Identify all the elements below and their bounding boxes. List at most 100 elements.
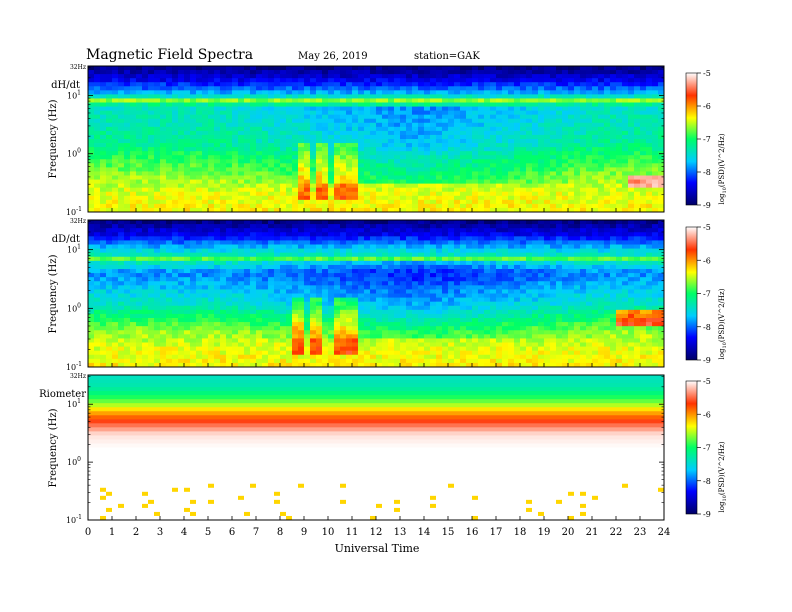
heatmap-cell bbox=[388, 175, 395, 180]
heatmap-cell bbox=[652, 78, 659, 83]
heatmap-cell bbox=[616, 179, 623, 185]
heatmap-cell bbox=[112, 70, 119, 75]
heatmap-cell bbox=[238, 236, 245, 241]
heatmap-cell bbox=[184, 309, 191, 315]
heatmap-cell bbox=[274, 277, 281, 282]
heatmap-cell bbox=[508, 151, 515, 156]
heatmap-cell bbox=[94, 70, 101, 75]
heatmap-cell bbox=[454, 183, 461, 189]
heatmap-cell bbox=[106, 134, 113, 140]
heatmap-cell bbox=[286, 228, 293, 233]
heatmap-cell bbox=[490, 98, 497, 103]
heatmap-cell bbox=[394, 195, 401, 201]
heatmap-cell bbox=[292, 293, 299, 298]
heatmap-cell bbox=[328, 110, 335, 116]
heatmap-cell bbox=[478, 195, 485, 201]
heatmap-cell bbox=[166, 248, 173, 254]
heatmap-cell bbox=[562, 134, 569, 140]
heatmap-cell bbox=[556, 74, 563, 79]
heatmap-cell bbox=[610, 179, 617, 185]
heatmap-cell bbox=[238, 114, 245, 120]
heatmap-cell bbox=[238, 90, 245, 95]
heatmap-cell bbox=[610, 70, 617, 75]
heatmap-cell bbox=[646, 139, 653, 144]
heatmap-cell bbox=[298, 248, 305, 254]
heatmap-cell bbox=[220, 191, 227, 197]
heatmap-cell bbox=[298, 114, 305, 120]
heatmap-cell bbox=[364, 159, 371, 164]
heatmap-cell bbox=[340, 94, 347, 99]
heatmap-cell bbox=[454, 191, 461, 197]
heatmap-cell bbox=[406, 187, 413, 193]
heatmap-cell bbox=[580, 199, 587, 205]
heatmap-cell bbox=[334, 130, 341, 136]
heatmap-cell bbox=[196, 143, 203, 148]
heatmap-cell bbox=[184, 130, 191, 136]
heatmap-cell bbox=[172, 102, 179, 107]
heatmap-cell bbox=[124, 171, 131, 176]
heatmap-cell bbox=[364, 195, 371, 201]
heatmap-cell bbox=[424, 90, 431, 95]
heatmap-cell bbox=[322, 326, 329, 331]
heatmap-cell bbox=[226, 313, 233, 319]
heatmap-cell bbox=[490, 66, 497, 71]
heatmap-cell bbox=[382, 207, 389, 213]
heatmap-cell bbox=[604, 94, 611, 99]
heatmap-cell bbox=[370, 183, 377, 189]
heatmap-cell bbox=[628, 143, 635, 148]
heatmap-cell bbox=[118, 305, 125, 311]
heatmap-cell bbox=[592, 203, 599, 209]
heatmap-cell bbox=[190, 281, 197, 286]
heatmap-cell bbox=[268, 183, 275, 189]
heatmap-cell bbox=[178, 240, 185, 245]
heatmap-cell bbox=[640, 199, 647, 205]
heatmap-cell bbox=[370, 86, 377, 91]
heatmap-cell bbox=[496, 171, 503, 176]
heatmap-cell bbox=[226, 199, 233, 205]
heatmap-cell bbox=[586, 78, 593, 83]
heatmap-cell bbox=[388, 151, 395, 156]
heatmap-cell bbox=[310, 139, 317, 144]
heatmap-cell bbox=[292, 78, 299, 83]
heatmap-cell bbox=[100, 293, 107, 298]
heatmap-cell bbox=[622, 98, 629, 103]
heatmap-cell bbox=[94, 313, 101, 319]
heatmap-cell bbox=[328, 114, 335, 120]
heatmap-cell bbox=[232, 313, 239, 319]
heatmap-cell bbox=[532, 122, 539, 128]
heatmap-cell bbox=[574, 179, 581, 185]
heatmap-cell bbox=[574, 167, 581, 172]
heatmap-cell bbox=[208, 326, 215, 331]
heatmap-cell bbox=[172, 183, 179, 189]
heatmap-cell bbox=[436, 167, 443, 172]
heatmap-cell bbox=[178, 163, 185, 168]
heatmap-cell bbox=[124, 240, 131, 245]
heatmap-cell bbox=[136, 248, 143, 254]
heatmap-cell bbox=[106, 228, 113, 233]
heatmap-cell bbox=[520, 139, 527, 144]
heatmap-cell bbox=[484, 207, 491, 213]
heatmap-cell bbox=[148, 179, 155, 185]
heatmap-cell bbox=[178, 354, 185, 360]
heatmap-cell bbox=[658, 195, 665, 201]
heatmap-cell bbox=[136, 187, 143, 193]
heatmap-cell bbox=[496, 151, 503, 156]
heatmap-cell bbox=[310, 114, 317, 120]
heatmap-cell bbox=[430, 86, 437, 91]
heatmap-cell bbox=[208, 151, 215, 156]
heatmap-cell bbox=[160, 224, 167, 229]
heatmap-cell bbox=[574, 155, 581, 160]
heatmap-cell bbox=[376, 187, 383, 193]
heatmap-cell bbox=[490, 187, 497, 193]
heatmap-cell bbox=[640, 94, 647, 99]
heatmap-cell bbox=[184, 346, 191, 352]
heatmap-cell bbox=[154, 240, 161, 245]
heatmap-cell bbox=[154, 139, 161, 144]
heatmap-cell bbox=[514, 179, 521, 185]
heatmap-cell bbox=[244, 143, 251, 148]
heatmap-cell bbox=[316, 260, 323, 266]
heatmap-cell bbox=[382, 94, 389, 99]
heatmap-cell bbox=[160, 236, 167, 241]
heatmap-cell bbox=[250, 151, 257, 156]
heatmap-cell bbox=[88, 228, 95, 233]
